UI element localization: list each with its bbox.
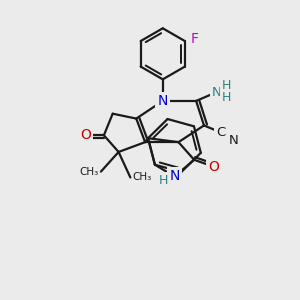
Text: F: F <box>191 32 199 46</box>
Text: N: N <box>158 94 168 108</box>
Text: O: O <box>208 160 219 174</box>
Text: H: H <box>159 174 168 187</box>
Text: C: C <box>216 126 225 139</box>
Text: O: O <box>80 128 91 142</box>
Text: CH₃: CH₃ <box>132 172 152 182</box>
Text: H: H <box>222 79 231 92</box>
Text: N: N <box>169 169 180 184</box>
Text: N: N <box>229 134 238 147</box>
Text: H: H <box>222 92 231 104</box>
Text: N: N <box>212 85 222 99</box>
Text: CH₃: CH₃ <box>80 167 99 177</box>
